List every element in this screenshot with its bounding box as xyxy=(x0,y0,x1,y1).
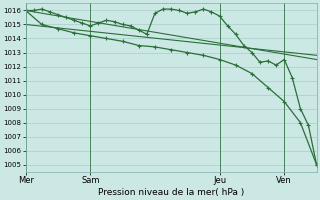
X-axis label: Pression niveau de la mer( hPa ): Pression niveau de la mer( hPa ) xyxy=(98,188,244,197)
